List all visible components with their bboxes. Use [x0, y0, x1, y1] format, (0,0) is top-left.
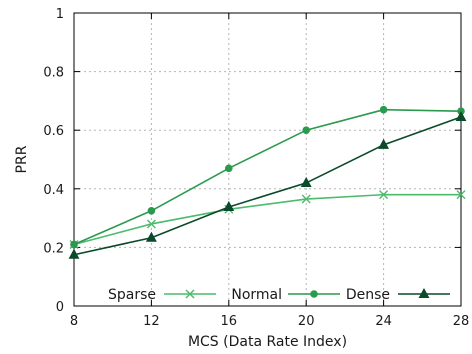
x-axis-label: MCS (Data Rate Index) — [188, 334, 347, 350]
legend-marker-normal — [310, 290, 318, 298]
x-tick-label: 28 — [453, 314, 470, 329]
series-line-sparse — [73, 193, 461, 246]
point-sparse — [146, 219, 156, 229]
x-tick-label: 24 — [375, 314, 392, 329]
point-normal — [379, 105, 388, 114]
legend-label-normal: Normal — [231, 287, 282, 303]
plot-frame — [73, 12, 462, 307]
point-dense — [145, 231, 157, 242]
point-dense — [68, 248, 80, 259]
legend-marker-dense — [418, 287, 430, 298]
series-line-dense — [73, 116, 462, 256]
y-tick-label: 0.8 — [43, 66, 64, 81]
y-tick-label: 0.2 — [43, 241, 64, 256]
x-tick-label: 8 — [70, 314, 78, 329]
point-normal — [147, 206, 156, 215]
legend-label-sparse: Sparse — [108, 287, 156, 303]
legend: Sparse Normal Dense — [108, 287, 450, 303]
point-dense — [378, 138, 390, 149]
series-line-normal — [73, 108, 462, 246]
legend-label-dense: Dense — [346, 287, 390, 303]
point-sparse — [456, 190, 466, 200]
point-dense — [300, 176, 312, 187]
x-tick-label: 12 — [143, 314, 160, 329]
x-tick-label: 16 — [221, 314, 238, 329]
y-axis-label: PRR — [14, 145, 30, 173]
point-sparse — [301, 194, 311, 204]
x-tick-label: 20 — [298, 314, 315, 329]
y-tick-label: 0 — [56, 300, 64, 315]
y-tick-label: 1 — [56, 7, 64, 22]
y-tick-label: 0.6 — [43, 124, 64, 139]
point-sparse — [379, 190, 389, 200]
point-dense — [455, 110, 467, 122]
grid-lines — [74, 13, 461, 306]
point-dense — [223, 200, 235, 211]
series-lines — [68, 105, 467, 259]
legend-marker-sparse — [185, 289, 195, 299]
y-tick-label: 0.4 — [43, 183, 64, 198]
axis-ticks: 8 12 16 20 24 28 0 0.2 0.4 0.6 0.8 1 — [43, 7, 469, 329]
point-normal — [225, 164, 233, 173]
point-normal — [70, 240, 78, 249]
point-normal — [302, 126, 311, 134]
